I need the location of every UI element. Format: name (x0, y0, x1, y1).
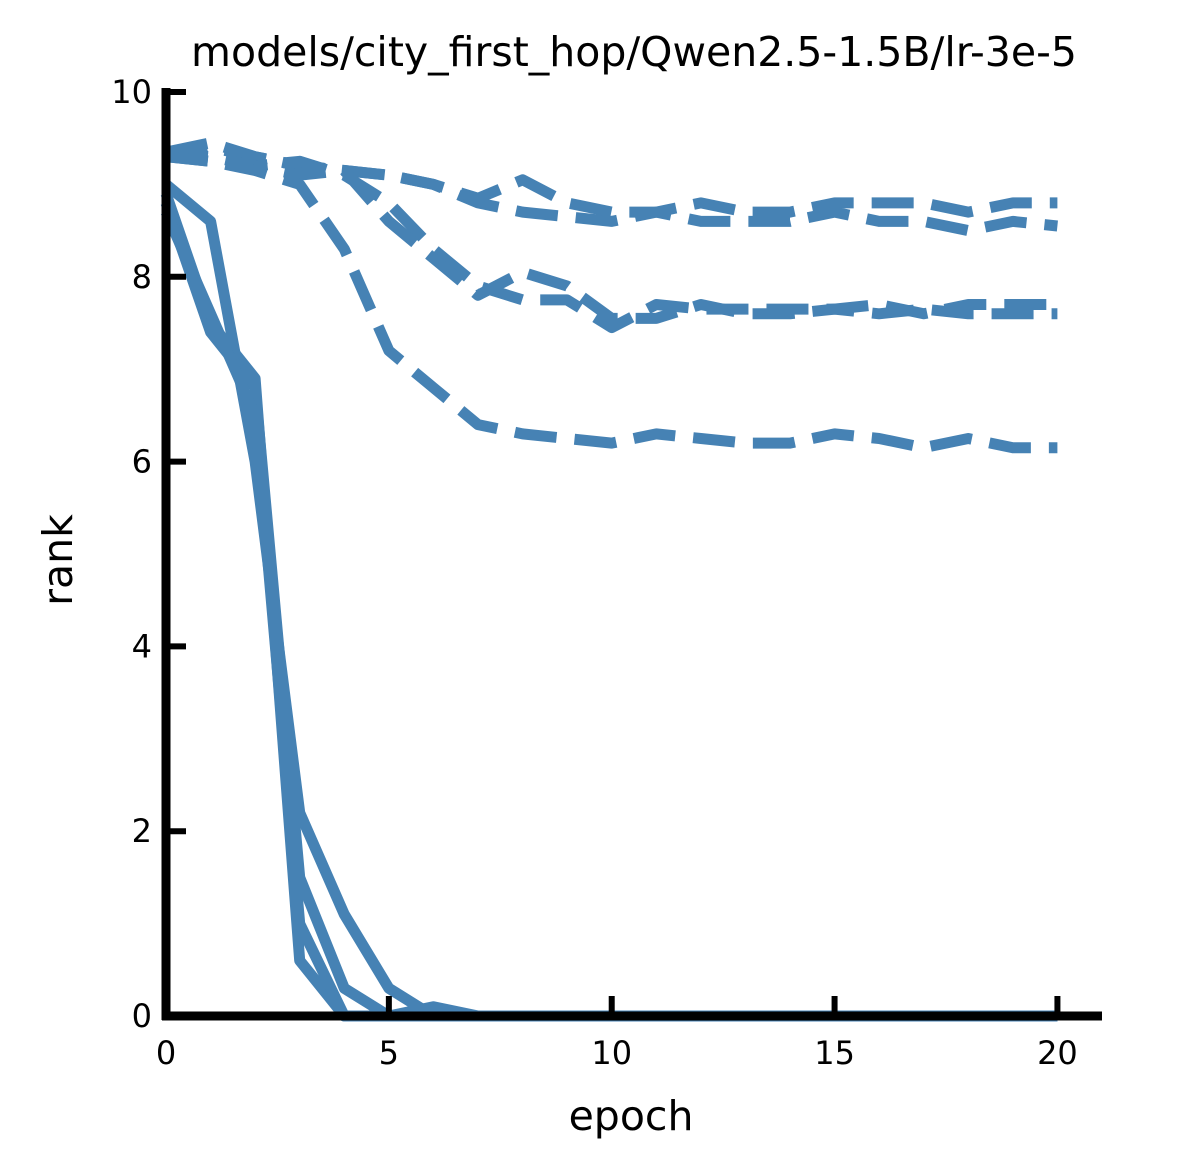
x-tick-label-5: 5 (379, 1034, 399, 1072)
series-line-9-dashed (165, 151, 1058, 454)
x-tick-label-0: 0 (156, 1034, 176, 1072)
y-tick-label-6: 6 (132, 443, 152, 481)
x-axis-label: epoch (569, 1092, 694, 1140)
chart-title: models/city_first_hop/Qwen2.5-1.5B/lr-3e… (191, 28, 1077, 76)
x-tick-label-10: 10 (591, 1034, 632, 1072)
series-line-8-dashed (165, 146, 1058, 324)
y-tick-label-2: 2 (132, 812, 152, 850)
x-tick-label-15: 15 (814, 1034, 855, 1072)
y-tick-label-4: 4 (132, 627, 152, 665)
series-layer (160, 137, 1058, 1022)
y-tick-label-0: 0 (132, 997, 152, 1035)
y-tick-label-8: 8 (132, 258, 152, 296)
y-axis-label: rank (34, 514, 82, 606)
x-tick-label-20: 20 (1037, 1034, 1078, 1072)
axes: 0 5 10 15 20 0 2 4 6 8 10 (111, 73, 1102, 1072)
y-tick-label-10: 10 (111, 73, 152, 111)
